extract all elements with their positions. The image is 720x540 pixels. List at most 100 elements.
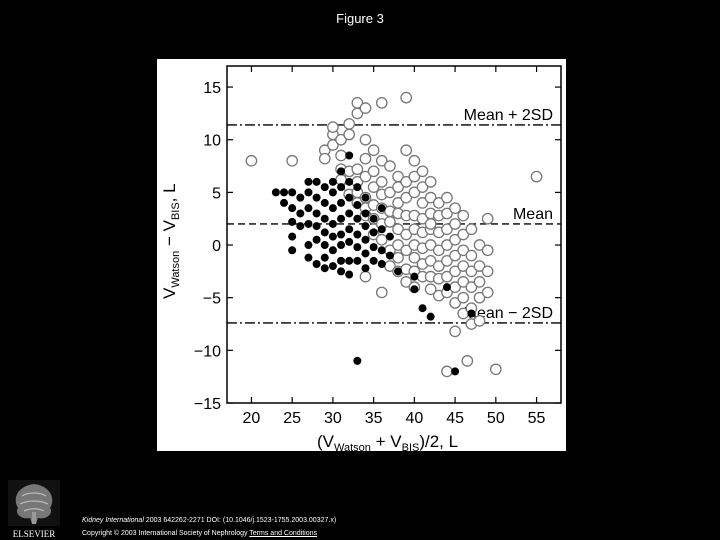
open-point <box>449 265 461 278</box>
filled-point <box>296 222 305 231</box>
open-point <box>245 154 258 167</box>
filled-point <box>377 259 386 268</box>
filled-point <box>320 183 329 192</box>
y-tick-label: 5 <box>212 185 221 202</box>
y-tick-label: 10 <box>203 133 221 150</box>
filled-point <box>345 256 354 265</box>
filled-point <box>345 225 354 234</box>
open-point <box>481 244 494 257</box>
open-point <box>392 181 404 193</box>
filled-point <box>369 214 378 223</box>
open-point <box>392 223 404 236</box>
open-point <box>424 218 437 230</box>
open-point <box>457 276 470 288</box>
open-point <box>449 325 461 338</box>
open-point <box>359 170 372 183</box>
reference-line-label: Mean + 2SD <box>464 107 553 124</box>
filled-point <box>451 367 460 376</box>
open-point <box>441 223 453 236</box>
open-point <box>408 251 421 264</box>
filled-point <box>320 241 329 250</box>
filled-point <box>337 256 346 265</box>
open-point <box>441 270 453 283</box>
page-title: Figure 3 <box>336 11 384 26</box>
filled-point <box>467 309 476 318</box>
filled-point <box>296 193 305 202</box>
open-point <box>449 202 461 215</box>
terms-link[interactable]: Terms and Conditions <box>249 530 317 537</box>
open-point <box>392 251 404 264</box>
filled-point <box>385 251 394 260</box>
open-point <box>400 191 413 204</box>
filled-point <box>328 188 337 197</box>
x-tick-label: 35 <box>365 410 383 427</box>
filled-point <box>312 209 321 218</box>
filled-point <box>361 209 370 218</box>
filled-point <box>312 235 321 244</box>
filled-point <box>394 267 403 276</box>
open-point <box>424 191 437 204</box>
filled-point <box>345 177 354 186</box>
open-point <box>457 209 470 222</box>
filled-point <box>320 228 329 237</box>
open-point <box>416 181 429 193</box>
x-tick-label: 30 <box>324 410 342 427</box>
filled-point <box>288 204 297 213</box>
open-point <box>416 212 429 225</box>
open-point <box>351 107 364 120</box>
filled-point <box>288 188 297 197</box>
open-point <box>530 170 543 183</box>
filled-point <box>328 177 337 186</box>
filled-point <box>337 183 346 192</box>
open-point <box>465 281 478 294</box>
filled-point <box>337 198 346 207</box>
open-point <box>375 233 388 246</box>
open-point <box>441 239 453 251</box>
open-point <box>449 233 461 246</box>
filled-point <box>353 183 362 192</box>
filled-point <box>369 256 378 265</box>
open-point <box>392 239 404 251</box>
open-point <box>367 181 380 193</box>
open-point <box>449 249 461 262</box>
filled-point <box>312 222 321 231</box>
open-point <box>408 170 421 183</box>
open-point <box>343 118 356 130</box>
filled-point <box>328 246 337 255</box>
filled-point <box>337 167 346 176</box>
open-point <box>359 152 372 165</box>
open-point <box>449 218 461 230</box>
open-point <box>400 175 413 188</box>
open-point <box>457 244 470 257</box>
copyright-line: Copyright © 2003 International Society o… <box>82 530 317 537</box>
open-point <box>367 144 380 157</box>
filled-point <box>296 209 305 218</box>
filled-point <box>328 262 337 271</box>
filled-point <box>328 204 337 213</box>
open-point <box>473 315 486 327</box>
open-point <box>351 163 364 176</box>
filled-point <box>369 228 378 237</box>
y-tick-label: −15 <box>194 396 221 413</box>
filled-point <box>361 235 370 244</box>
filled-point <box>377 225 386 234</box>
open-point <box>416 197 429 209</box>
open-point <box>400 144 413 157</box>
open-point <box>367 165 380 178</box>
open-point <box>384 186 396 199</box>
filled-point <box>304 241 313 250</box>
open-point <box>465 223 478 236</box>
y-tick-label: −5 <box>203 291 221 308</box>
y-axis-label: VWatson − VBIS, L <box>160 183 182 299</box>
open-point <box>481 265 494 278</box>
filled-point <box>353 356 362 365</box>
open-point <box>359 133 372 146</box>
filled-point <box>304 177 313 186</box>
filled-point <box>328 232 337 241</box>
x-tick-label: 40 <box>405 410 423 427</box>
open-point <box>441 191 453 204</box>
open-point <box>432 197 445 209</box>
open-point <box>408 186 421 199</box>
y-tick-label: −10 <box>194 343 221 360</box>
filled-point <box>345 193 354 202</box>
